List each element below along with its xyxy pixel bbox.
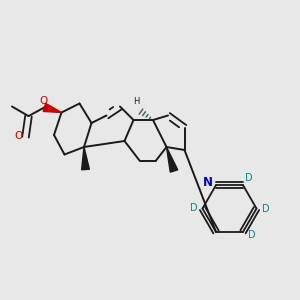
Text: H: H <box>133 97 140 106</box>
Text: O: O <box>39 96 47 106</box>
Text: N: N <box>202 176 213 189</box>
Text: D: D <box>248 230 256 240</box>
Text: O: O <box>15 131 23 141</box>
Polygon shape <box>43 103 62 112</box>
Text: D: D <box>262 203 269 214</box>
Polygon shape <box>167 147 178 172</box>
Polygon shape <box>82 147 89 170</box>
Text: D: D <box>245 172 253 183</box>
Text: D: D <box>190 203 197 214</box>
